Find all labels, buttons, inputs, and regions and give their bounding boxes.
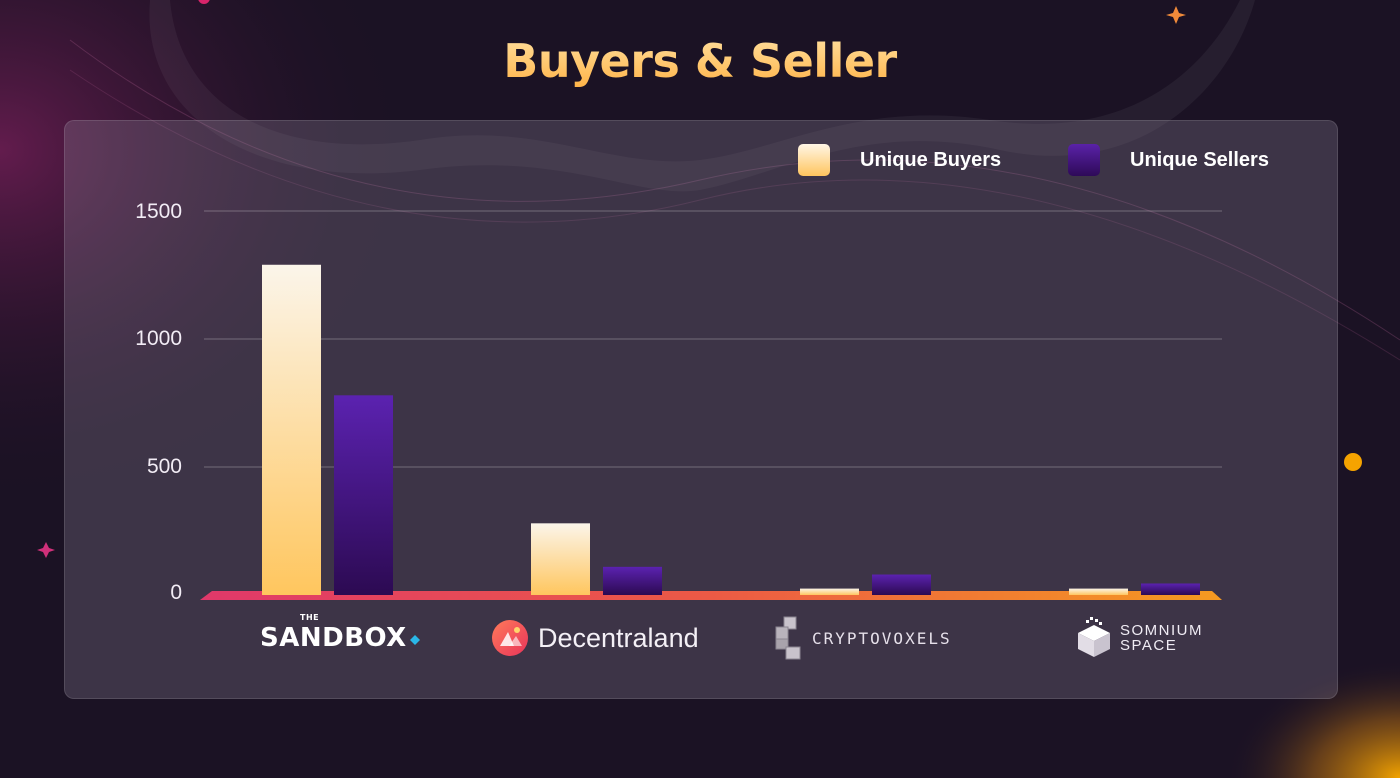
y-tick-1000: 1000 [135, 327, 182, 350]
category-cryptovoxels: CRYPTOVOXELS [774, 610, 952, 666]
legend-label-buyers: Unique Buyers [860, 148, 1002, 171]
bar-sellers-3 [1141, 583, 1200, 595]
somnium-line1: SOMNIUM [1120, 622, 1203, 639]
cryptovoxels-name: CRYPTOVOXELS [812, 628, 952, 648]
sandbox-logo: THE SANDBOX [260, 613, 407, 653]
bar-buyers-2 [800, 588, 859, 595]
bars [262, 264, 1200, 595]
somnium-cube-icon [1078, 617, 1110, 657]
sandbox-the-label: THE [300, 613, 320, 622]
decentraland-name: Decentraland [538, 622, 699, 653]
buyers-swatch [798, 144, 830, 176]
orange-dot-decoration [1344, 453, 1362, 471]
legend-item-buyers: Unique Buyers [798, 144, 1001, 176]
category-sandbox: THE SANDBOX [260, 610, 421, 666]
bar-buyers-3 [1069, 588, 1128, 595]
sandbox-diamond-icon [409, 635, 420, 645]
bar-sellers-1 [603, 566, 662, 595]
decentraland-logo-icon [492, 620, 528, 656]
y-tick-500: 500 [146, 455, 182, 478]
bar-sellers-0 [334, 395, 393, 595]
legend-item-sellers: Unique Sellers [1068, 144, 1269, 176]
somnium-line2: SPACE [1120, 637, 1178, 654]
bar-buyers-1 [531, 523, 590, 595]
category-decentraland: Decentraland [492, 610, 699, 666]
chart-title: Buyers & Seller [0, 34, 1400, 88]
cryptovoxels-cubes-icon [775, 616, 801, 660]
y-tick-0: 0 [170, 581, 182, 604]
legend-label-sellers: Unique Sellers [1130, 148, 1269, 171]
bar-buyers-0 [262, 264, 321, 595]
category-somnium: SOMNIUM SPACE [1076, 610, 1203, 666]
y-tick-1500: 1500 [135, 200, 182, 223]
sandbox-name: SANDBOX [260, 623, 407, 653]
sellers-swatch [1068, 144, 1100, 176]
x-axis-floor [200, 591, 1222, 600]
somnium-name: SOMNIUM SPACE [1120, 623, 1203, 653]
bar-sellers-2 [872, 574, 931, 595]
